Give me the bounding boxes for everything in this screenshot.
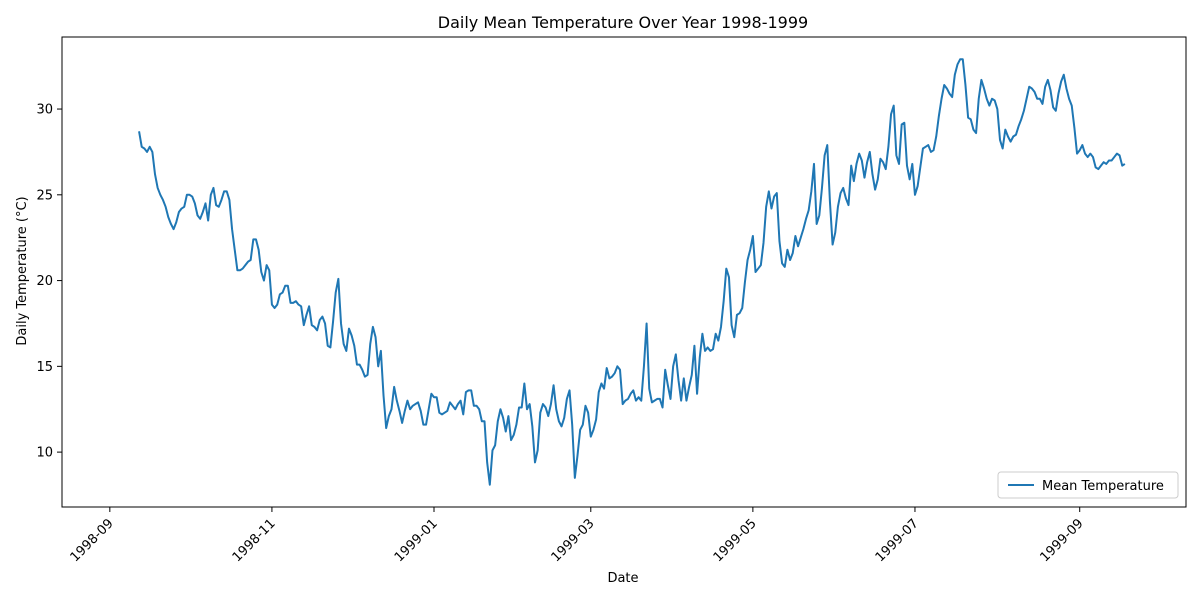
y-axis-label: Daily Temperature (°C) [15, 196, 30, 345]
series-layer [138, 58, 1126, 486]
y-tick-label: 25 [36, 188, 53, 203]
legend-box [997, 471, 1179, 499]
y-tick-label: 20 [36, 274, 53, 289]
chart-title: Daily Mean Temperature Over Year 1998-19… [438, 13, 808, 32]
y-tick-label: 10 [36, 446, 53, 461]
plot-area [61, 36, 1187, 508]
axes-frame [61, 36, 1187, 508]
y-tick-label: 15 [36, 360, 53, 375]
series-line-0 [138, 58, 1126, 486]
y-tick-label: 30 [36, 103, 53, 118]
y-axis: 10 15 20 25 30 [36, 103, 62, 461]
x-axis-label: Date [607, 571, 638, 586]
legend-label-mean-temperature: Mean Temperature [1042, 479, 1164, 494]
legend: Mean Temperature [997, 471, 1179, 499]
